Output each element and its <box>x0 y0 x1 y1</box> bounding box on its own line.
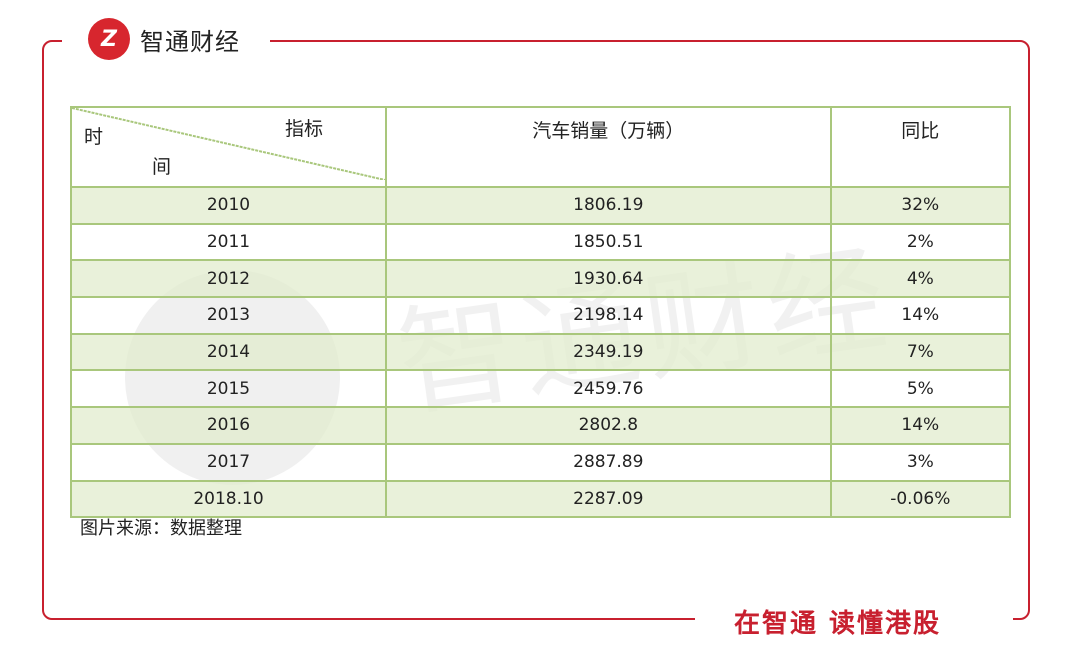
year-cell: 2013 <box>70 296 387 335</box>
header-indicator: 指标 <box>284 118 323 140</box>
yoy-cell: -0.06% <box>829 479 1012 519</box>
sales-cell: 2887.89 <box>385 442 832 482</box>
yoy-cell: 32% <box>829 186 1012 225</box>
yoy-cell: 5% <box>829 369 1012 409</box>
diagonal-header-cell: 指标 时 间 <box>70 106 387 188</box>
yoy-cell: 7% <box>829 332 1012 372</box>
slogan: 在智通 读懂港股 <box>734 609 942 639</box>
sales-cell: 2198.14 <box>385 296 832 335</box>
content-frame <box>42 40 1030 620</box>
table-row: 2012 1930.64 4% <box>70 259 1012 299</box>
header-time: 时 <box>84 126 104 148</box>
sales-cell: 1806.19 <box>385 186 832 225</box>
header-time-2: 间 <box>152 156 172 178</box>
table-row: 2013 2198.14 14% <box>70 296 1012 335</box>
sales-cell: 1930.64 <box>385 259 832 299</box>
table-row: 2010 1806.19 32% <box>70 186 1012 225</box>
yoy-cell: 4% <box>829 259 1012 299</box>
table-row: 2017 2887.89 3% <box>70 442 1012 482</box>
yoy-cell: 3% <box>829 442 1012 482</box>
yoy-cell: 14% <box>829 406 1012 445</box>
brand-logo: Z 智通财经 <box>88 18 240 60</box>
year-cell: 2012 <box>70 259 387 299</box>
sales-cell: 2287.09 <box>385 479 832 519</box>
table-row: 2014 2349.19 7% <box>70 332 1012 372</box>
year-cell: 2017 <box>70 442 387 482</box>
sales-cell: 1850.51 <box>385 222 832 262</box>
year-cell: 2018.10 <box>70 479 387 519</box>
sales-cell: 2459.76 <box>385 369 832 409</box>
table-row: 2018.10 2287.09 -0.06% <box>70 479 1012 519</box>
diagonal-line <box>72 108 385 180</box>
column-header: 同比 <box>829 106 1012 188</box>
table-row: 2011 1850.51 2% <box>70 222 1012 262</box>
sales-cell: 2349.19 <box>385 332 832 372</box>
year-cell: 2016 <box>70 406 387 445</box>
yoy-cell: 14% <box>829 296 1012 335</box>
table-row: 2016 2802.8 14% <box>70 406 1012 445</box>
year-cell: 2014 <box>70 332 387 372</box>
year-cell: 2011 <box>70 222 387 262</box>
sales-table: 指标 时 间 汽车销量（万辆） 同比 2010 1806.19 32% 2011 185… <box>70 106 1012 519</box>
source-note: 图片来源：数据整理 <box>80 518 242 539</box>
sales-cell: 2802.8 <box>385 406 832 445</box>
column-header: 汽车销量（万辆） <box>385 106 832 188</box>
year-cell: 2015 <box>70 369 387 409</box>
brand-name: 智通财经 <box>140 27 240 56</box>
logo-icon: Z <box>88 18 130 60</box>
table-row: 2015 2459.76 5% <box>70 369 1012 409</box>
year-cell: 2010 <box>70 186 387 225</box>
yoy-cell: 2% <box>829 222 1012 262</box>
